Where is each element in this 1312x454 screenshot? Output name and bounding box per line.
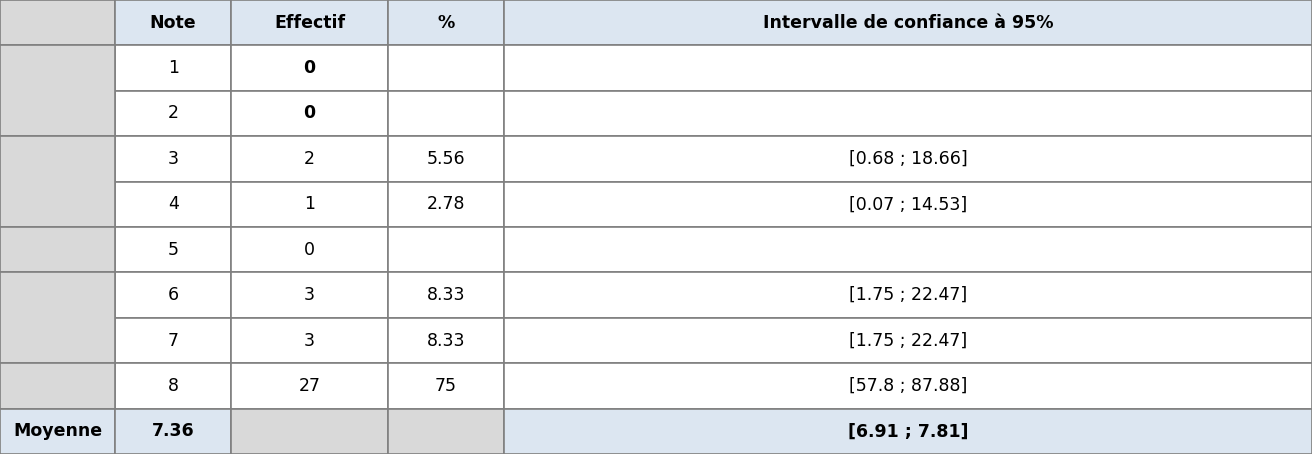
Bar: [388, 409, 504, 454]
Bar: [388, 182, 504, 227]
Text: 8: 8: [168, 377, 178, 395]
Text: 3: 3: [304, 286, 315, 304]
Bar: [388, 318, 504, 363]
Bar: [0, 363, 115, 409]
Bar: [388, 136, 504, 182]
Bar: [115, 318, 231, 363]
Text: 7: 7: [168, 331, 178, 350]
Bar: [504, 136, 1312, 182]
Text: [1.75 ; 22.47]: [1.75 ; 22.47]: [849, 331, 967, 350]
Bar: [388, 363, 504, 409]
Bar: [115, 45, 231, 91]
Text: 5: 5: [168, 241, 178, 259]
Text: 0: 0: [303, 104, 316, 123]
Bar: [115, 182, 231, 227]
Bar: [115, 272, 231, 318]
Text: [0.07 ; 14.53]: [0.07 ; 14.53]: [849, 195, 967, 213]
Text: 3: 3: [304, 331, 315, 350]
Bar: [504, 363, 1312, 409]
Text: Intervalle de confiance à 95%: Intervalle de confiance à 95%: [762, 14, 1054, 32]
Text: %: %: [437, 14, 455, 32]
Bar: [231, 0, 388, 45]
Text: [0.68 ; 18.66]: [0.68 ; 18.66]: [849, 150, 967, 168]
Bar: [504, 227, 1312, 272]
Bar: [231, 45, 388, 91]
Text: [6.91 ; 7.81]: [6.91 ; 7.81]: [848, 422, 968, 440]
Bar: [504, 45, 1312, 91]
Text: 0: 0: [303, 59, 316, 77]
Bar: [0, 0, 115, 45]
Bar: [388, 91, 504, 136]
Bar: [231, 91, 388, 136]
Bar: [504, 318, 1312, 363]
Bar: [115, 136, 231, 182]
Bar: [0, 45, 115, 136]
Bar: [388, 0, 504, 45]
Text: 1: 1: [168, 59, 178, 77]
Text: 7.36: 7.36: [152, 422, 194, 440]
Text: 27: 27: [299, 377, 320, 395]
Bar: [0, 409, 115, 454]
Text: 3: 3: [168, 150, 178, 168]
Bar: [115, 227, 231, 272]
Bar: [231, 272, 388, 318]
Bar: [115, 363, 231, 409]
Text: 6: 6: [168, 286, 178, 304]
Text: 1: 1: [304, 195, 315, 213]
Bar: [0, 272, 115, 363]
Text: Moyenne: Moyenne: [13, 422, 102, 440]
Bar: [231, 318, 388, 363]
Bar: [115, 91, 231, 136]
Bar: [115, 409, 231, 454]
Text: 8.33: 8.33: [426, 286, 466, 304]
Bar: [504, 272, 1312, 318]
Bar: [388, 272, 504, 318]
Text: [1.75 ; 22.47]: [1.75 ; 22.47]: [849, 286, 967, 304]
Text: 4: 4: [168, 195, 178, 213]
Bar: [231, 136, 388, 182]
Text: [57.8 ; 87.88]: [57.8 ; 87.88]: [849, 377, 967, 395]
Text: 5.56: 5.56: [426, 150, 466, 168]
Bar: [231, 409, 388, 454]
Text: Note: Note: [150, 14, 197, 32]
Text: 2: 2: [168, 104, 178, 123]
Bar: [231, 363, 388, 409]
Text: 2: 2: [304, 150, 315, 168]
Bar: [115, 0, 231, 45]
Text: 8.33: 8.33: [426, 331, 466, 350]
Bar: [231, 227, 388, 272]
Bar: [388, 45, 504, 91]
Text: 2.78: 2.78: [426, 195, 466, 213]
Bar: [504, 182, 1312, 227]
Bar: [504, 0, 1312, 45]
Text: 75: 75: [436, 377, 457, 395]
Bar: [504, 91, 1312, 136]
Bar: [0, 136, 115, 227]
Text: Effectif: Effectif: [274, 14, 345, 32]
Bar: [0, 227, 115, 272]
Bar: [504, 409, 1312, 454]
Bar: [388, 227, 504, 272]
Text: 0: 0: [304, 241, 315, 259]
Bar: [231, 182, 388, 227]
